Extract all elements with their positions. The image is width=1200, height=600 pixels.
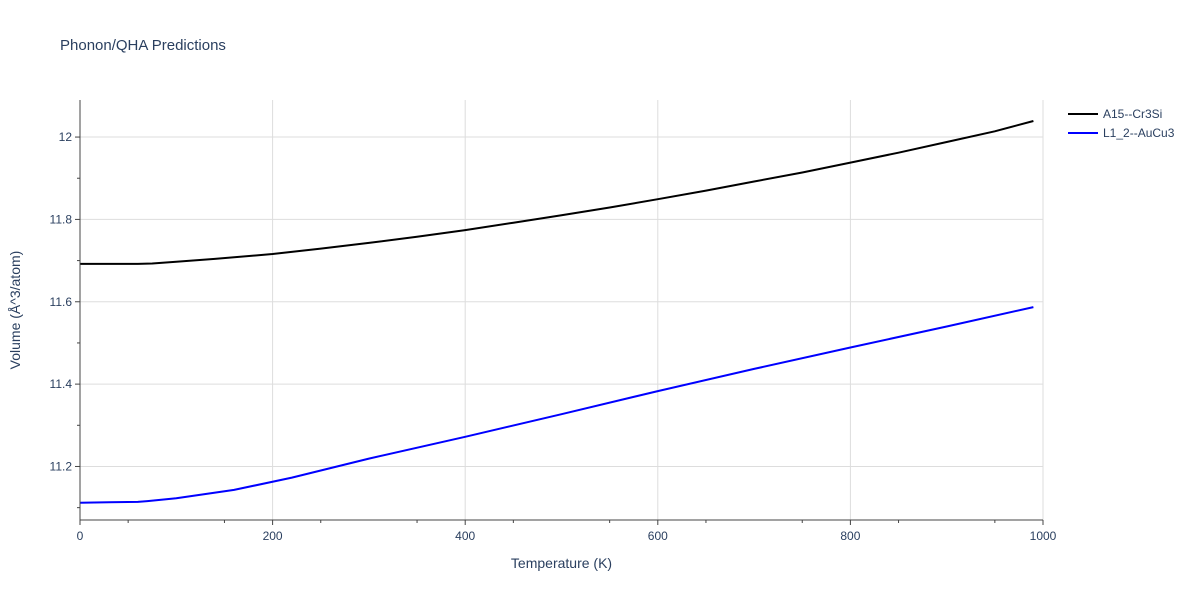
x-tick-label: 1000 (1030, 529, 1057, 543)
series-line-a15-cr3si[interactable] (80, 120, 1034, 265)
x-tick-label: 0 (77, 529, 84, 543)
y-tick-label: 11.8 (50, 212, 73, 226)
legend-label: L1_2--AuCu3 (1103, 126, 1175, 140)
series-line-l1-2-aucu3[interactable] (79, 306, 1034, 504)
axes (79, 100, 1043, 521)
x-ticks: 0 200 400 600 800 1000 (77, 520, 1057, 543)
y-tick-label: 11.6 (50, 295, 73, 309)
grid (80, 100, 1044, 520)
y-ticks: 11.2 11.4 11.6 11.8 12 (50, 130, 80, 509)
y-tick-label: 11.4 (50, 377, 73, 391)
x-tick-label: 400 (455, 529, 475, 543)
y-tick-label: 12 (59, 130, 73, 144)
legend-item-a15-cr3si[interactable]: A15--Cr3Si (1068, 107, 1162, 121)
chart-title: Phonon/QHA Predictions (60, 37, 226, 54)
y-tick-label: 11.2 (50, 459, 73, 473)
legend-label: A15--Cr3Si (1103, 107, 1162, 121)
x-axis-title: Temperature (K) (511, 555, 612, 571)
y-axis-title: Volume (Å^3/atom) (7, 251, 23, 370)
plot-series (79, 120, 1034, 504)
x-tick-label: 800 (840, 529, 860, 543)
x-tick-label: 600 (648, 529, 668, 543)
legend[interactable]: A15--Cr3Si L1_2--AuCu3 (1068, 107, 1175, 140)
x-tick-label: 200 (263, 529, 283, 543)
legend-item-l1-2-aucu3[interactable]: L1_2--AuCu3 (1068, 126, 1175, 140)
